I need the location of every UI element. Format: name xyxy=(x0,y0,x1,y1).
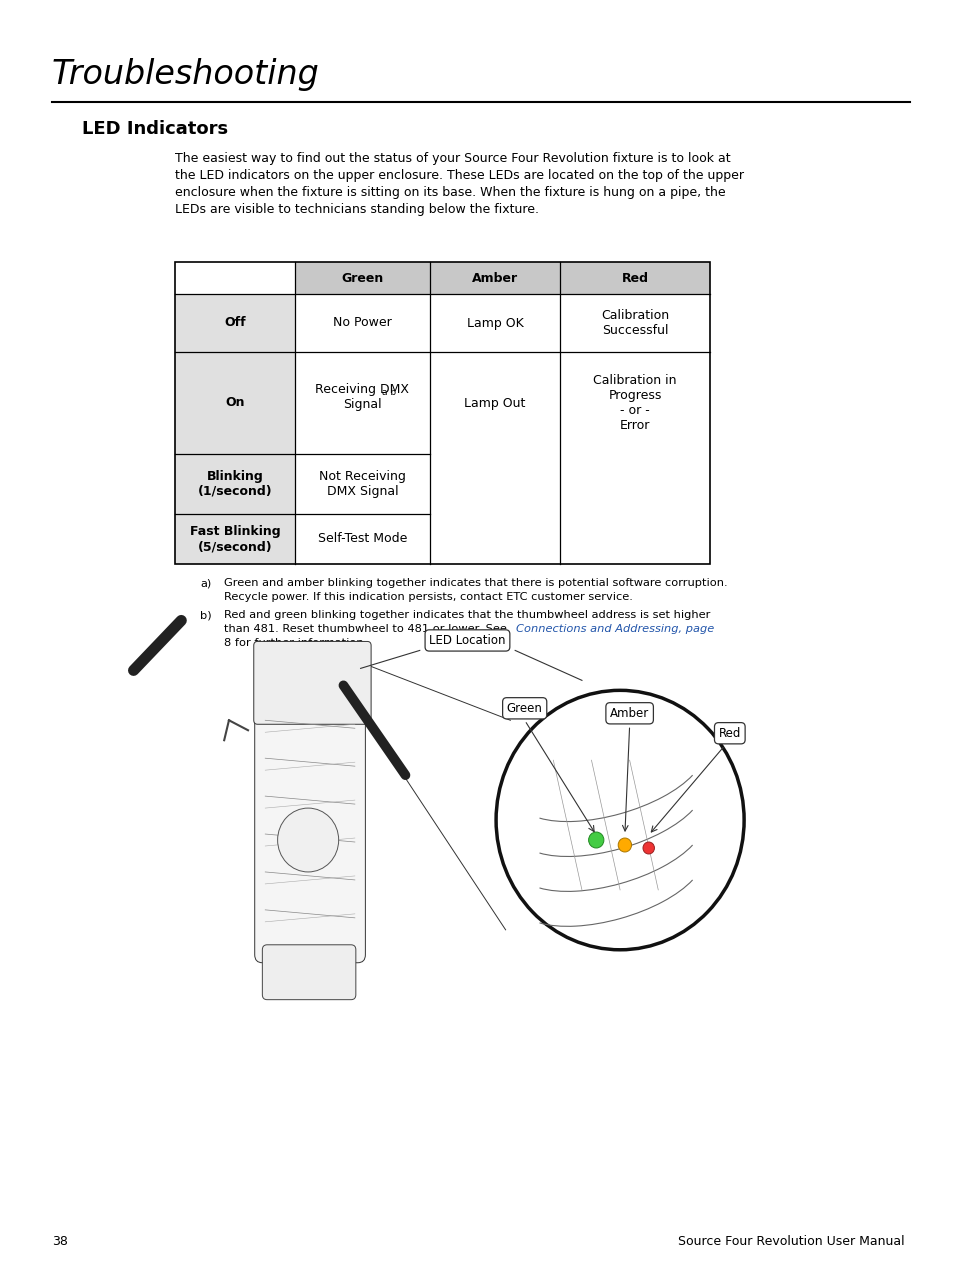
Circle shape xyxy=(618,838,631,852)
Text: Green and amber blinking together indicates that there is potential software cor: Green and amber blinking together indica… xyxy=(224,578,727,588)
Text: Off: Off xyxy=(224,316,246,329)
Text: Calibration in
Progress
- or -
Error: Calibration in Progress - or - Error xyxy=(593,373,676,432)
Text: the LED indicators on the upper enclosure. These LEDs are located on the top of : the LED indicators on the upper enclosur… xyxy=(174,169,743,182)
FancyBboxPatch shape xyxy=(254,697,365,963)
Text: The easiest way to find out the status of your Source Four Revolution fixture is: The easiest way to find out the status o… xyxy=(174,152,730,165)
Bar xyxy=(174,352,294,453)
Text: No Power: No Power xyxy=(333,316,392,329)
Text: 38: 38 xyxy=(52,1234,68,1248)
Bar xyxy=(174,262,709,564)
Text: LEDs are visible to technicians standing below the fixture.: LEDs are visible to technicians standing… xyxy=(174,203,538,216)
Text: Connections and Addressing, page: Connections and Addressing, page xyxy=(516,624,714,634)
Text: Receiving DMX
Signal: Receiving DMX Signal xyxy=(315,384,409,411)
Text: Recycle power. If this indication persists, contact ETC customer service.: Recycle power. If this indication persis… xyxy=(224,592,632,602)
FancyBboxPatch shape xyxy=(253,641,371,724)
Text: Red: Red xyxy=(718,726,740,739)
Circle shape xyxy=(642,842,654,853)
Circle shape xyxy=(588,832,603,848)
Circle shape xyxy=(277,808,338,872)
Text: LED Indicators: LED Indicators xyxy=(82,119,228,138)
Text: Red and green blinking together indicates that the thumbwheel address is set hig: Red and green blinking together indicate… xyxy=(224,610,710,620)
Circle shape xyxy=(496,691,743,950)
Text: a): a) xyxy=(200,578,211,588)
Text: Green: Green xyxy=(341,272,383,284)
Text: Troubleshooting: Troubleshooting xyxy=(52,58,319,91)
Bar xyxy=(174,262,709,564)
Text: 8 for further information.: 8 for further information. xyxy=(224,638,367,648)
Text: Source Four Revolution User Manual: Source Four Revolution User Manual xyxy=(678,1234,904,1248)
Text: than 481. Reset thumbwheel to 481 or lower. See: than 481. Reset thumbwheel to 481 or low… xyxy=(224,624,510,634)
Bar xyxy=(174,453,294,514)
Text: Blinking
(1/second): Blinking (1/second) xyxy=(197,470,272,498)
Text: Calibration
Successful: Calibration Successful xyxy=(600,309,668,337)
Text: Fast Blinking
(5/second): Fast Blinking (5/second) xyxy=(190,525,280,552)
Text: a b: a b xyxy=(382,389,396,398)
FancyBboxPatch shape xyxy=(262,945,355,999)
Text: b): b) xyxy=(200,610,212,620)
Text: Red: Red xyxy=(620,272,648,284)
Text: On: On xyxy=(225,396,245,409)
Text: Lamp OK: Lamp OK xyxy=(466,316,523,329)
Text: LED Location: LED Location xyxy=(429,634,505,646)
Text: Amber: Amber xyxy=(472,272,517,284)
Text: Lamp Out: Lamp Out xyxy=(464,396,525,409)
Text: Green: Green xyxy=(506,702,542,715)
Text: Self-Test Mode: Self-Test Mode xyxy=(317,532,407,546)
Bar xyxy=(294,262,430,293)
Bar xyxy=(430,262,559,293)
Bar xyxy=(174,514,294,564)
Bar xyxy=(559,262,709,293)
Bar xyxy=(174,293,294,352)
Text: enclosure when the fixture is sitting on its base. When the fixture is hung on a: enclosure when the fixture is sitting on… xyxy=(174,185,725,199)
Text: Amber: Amber xyxy=(609,707,649,720)
Text: Not Receiving
DMX Signal: Not Receiving DMX Signal xyxy=(318,470,406,498)
